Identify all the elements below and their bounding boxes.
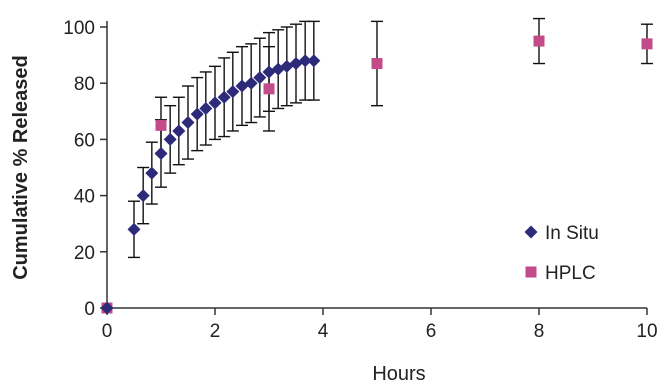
data-point — [199, 101, 213, 115]
ticks: 0 20 40 60 80 100 0 2 4 6 8 10 — [63, 18, 657, 342]
legend-marker — [524, 225, 538, 239]
y-axis-title: Cumulative % Released — [10, 55, 32, 280]
x-axis-title: Hours — [372, 363, 425, 383]
y-tick-label: 0 — [84, 299, 95, 320]
data-point — [172, 124, 186, 138]
data-point — [641, 38, 653, 50]
x-tick-label: 8 — [534, 321, 545, 342]
y-tick-label: 40 — [74, 187, 95, 208]
y-tick-label: 100 — [63, 18, 95, 39]
data-point — [298, 54, 312, 68]
markers — [100, 35, 653, 315]
legend: In Situ HPLC — [524, 223, 599, 284]
data-point — [127, 222, 141, 236]
data-point — [244, 76, 258, 90]
data-point — [181, 116, 195, 130]
legend-label: In Situ — [545, 223, 599, 244]
y-tick-label: 60 — [74, 130, 95, 151]
x-tick-label: 6 — [426, 321, 437, 342]
x-tick-label: 2 — [210, 321, 221, 342]
data-point — [155, 119, 167, 131]
data-point — [100, 301, 114, 315]
error-bars — [128, 17, 653, 259]
data-point — [253, 71, 267, 85]
data-point — [208, 96, 222, 110]
axes — [106, 21, 647, 309]
y-tick-label: 80 — [74, 74, 95, 95]
data-point — [263, 83, 275, 95]
x-tick-label: 4 — [318, 321, 329, 342]
y-tick-label: 20 — [74, 243, 95, 264]
data-point — [145, 166, 159, 180]
data-point — [190, 107, 204, 121]
data-point — [226, 85, 240, 99]
x-tick-label: 0 — [102, 321, 113, 342]
legend-marker — [525, 266, 537, 278]
data-point — [136, 189, 150, 203]
data-point — [163, 132, 177, 146]
data-point — [154, 146, 168, 160]
data-point — [307, 54, 321, 68]
data-point — [217, 90, 231, 104]
data-point — [533, 35, 545, 47]
legend-label: HPLC — [545, 263, 596, 284]
data-point — [371, 58, 383, 70]
x-tick-label: 10 — [636, 321, 657, 342]
